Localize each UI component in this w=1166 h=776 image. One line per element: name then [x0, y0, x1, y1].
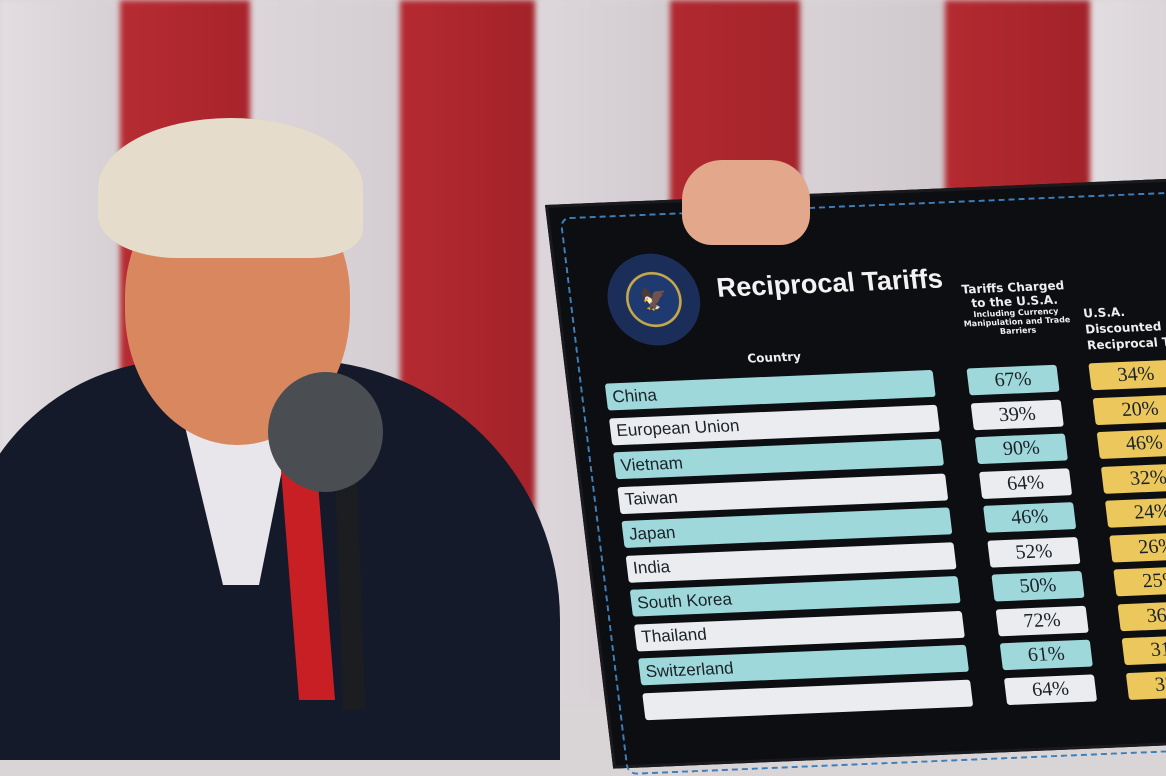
discounted-cell: 46% [1096, 428, 1166, 459]
discounted-cell: 31% [1121, 634, 1166, 666]
charged-cell: 67% [966, 364, 1060, 396]
header-discounted: U.S.A. Discounted Reciprocal Tariffs [1082, 304, 1166, 353]
charged-cell: 50% [991, 570, 1085, 602]
discounted-cell: 32% [1125, 668, 1166, 700]
speaker-hand [682, 160, 810, 245]
discounted-cell: 25% [1113, 565, 1166, 597]
charged-cell: 90% [974, 433, 1068, 465]
discounted-cell: 24% [1104, 496, 1166, 528]
discounted-cell: 36% [1117, 600, 1166, 631]
header-charged-title: Tariffs Charged to the U.S.A. [960, 278, 1065, 311]
header-charged: Tariffs Charged to the U.S.A. Including … [957, 278, 1074, 337]
discounted-cell: 26% [1109, 531, 1166, 563]
header-charged-note: Including Currency Manipulation and Trad… [963, 306, 1071, 337]
charged-cell: 61% [999, 639, 1093, 671]
discounted-cell: 34% [1088, 359, 1166, 391]
charged-cell: 72% [995, 605, 1089, 636]
charged-cell: 46% [983, 502, 1077, 533]
charged-cell: 39% [970, 399, 1064, 430]
eagle-icon: 🦅 [638, 286, 670, 313]
speaker-hair [98, 118, 363, 258]
discounted-cell: 20% [1092, 393, 1166, 425]
discounted-cell: 32% [1100, 462, 1166, 494]
tariff-chart-board: 🦅 Reciprocal Tariffs Country Tariffs Cha… [545, 176, 1166, 776]
charged-cell: 52% [987, 536, 1081, 568]
header-country: Country [746, 349, 802, 366]
microphone [268, 372, 383, 492]
charged-cell: 64% [978, 467, 1073, 499]
